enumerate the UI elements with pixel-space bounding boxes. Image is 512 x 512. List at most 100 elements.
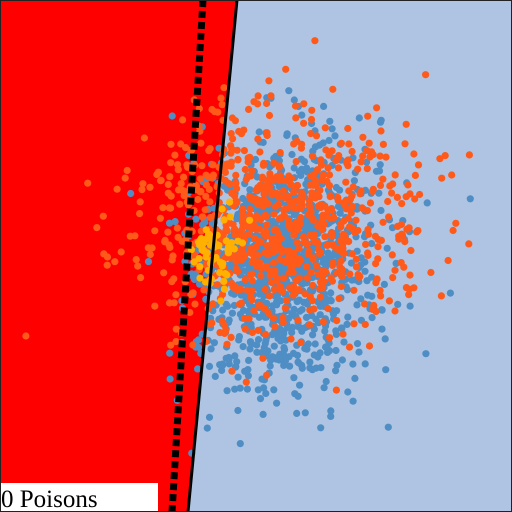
- data-point: [372, 307, 380, 316]
- data-point: [325, 182, 334, 190]
- data-point: [373, 275, 381, 283]
- data-point: [270, 386, 278, 394]
- data-point: [248, 167, 256, 175]
- data-point: [354, 165, 362, 173]
- data-point: [406, 302, 414, 310]
- data-point: [295, 204, 303, 212]
- data-point: [253, 341, 261, 349]
- data-point: [324, 249, 332, 257]
- data-point: [326, 117, 334, 125]
- data-point: [309, 181, 317, 189]
- data-point: [343, 320, 351, 328]
- data-point: [317, 203, 325, 212]
- data-point: [349, 183, 357, 191]
- data-point: [388, 251, 396, 259]
- data-point: [255, 237, 263, 245]
- data-point: [227, 333, 235, 341]
- data-point: [228, 280, 236, 288]
- data-point: [311, 340, 319, 348]
- data-point: [214, 108, 222, 116]
- data-point: [196, 263, 204, 271]
- data-point: [230, 226, 239, 234]
- data-point: [286, 362, 294, 370]
- data-point: [341, 232, 349, 240]
- data-point: [280, 247, 288, 255]
- data-point: [280, 193, 288, 202]
- data-point: [256, 148, 264, 156]
- data-point: [247, 338, 255, 347]
- data-point: [246, 186, 254, 194]
- data-point: [264, 200, 272, 208]
- data-point: [259, 410, 267, 418]
- data-point: [254, 92, 262, 100]
- data-point: [235, 336, 243, 344]
- data-point: [333, 361, 341, 369]
- data-point: [261, 330, 270, 338]
- data-point: [285, 172, 293, 180]
- data-point: [198, 213, 206, 221]
- data-point: [223, 340, 231, 348]
- data-point: [274, 353, 282, 361]
- data-point: [319, 171, 327, 179]
- data-point: [316, 311, 324, 319]
- data-point: [327, 289, 335, 297]
- data-point: [240, 252, 249, 260]
- data-point: [318, 216, 326, 224]
- data-point: [405, 291, 413, 299]
- data-point: [245, 105, 253, 113]
- data-point: [197, 139, 205, 147]
- data-point: [407, 246, 415, 255]
- data-point: [446, 289, 454, 297]
- data-point: [201, 206, 209, 214]
- data-point: [127, 189, 135, 198]
- data-point: [168, 112, 176, 120]
- data-point: [146, 183, 154, 191]
- data-point: [300, 298, 308, 306]
- data-point: [283, 130, 291, 138]
- data-point: [206, 320, 214, 328]
- data-point: [289, 268, 297, 276]
- data-point: [288, 328, 296, 337]
- data-point: [333, 317, 341, 325]
- data-point: [328, 277, 336, 285]
- data-point: [196, 175, 204, 183]
- data-point: [117, 248, 125, 256]
- data-point: [136, 198, 144, 206]
- data-point: [279, 319, 287, 327]
- data-point: [289, 249, 298, 257]
- data-point: [353, 301, 361, 309]
- data-point: [307, 207, 315, 215]
- data-point: [376, 161, 384, 169]
- data-point: [219, 259, 227, 268]
- data-point: [245, 230, 253, 238]
- data-point: [223, 387, 231, 395]
- data-point: [321, 233, 329, 241]
- data-point: [336, 262, 344, 271]
- data-point: [300, 119, 308, 127]
- data-point: [248, 328, 256, 337]
- data-point: [347, 259, 355, 267]
- data-point: [332, 386, 340, 394]
- data-point: [364, 226, 372, 234]
- data-point: [331, 132, 339, 140]
- data-point: [273, 399, 281, 407]
- data-point: [337, 223, 345, 231]
- data-point: [228, 189, 236, 197]
- data-point: [205, 362, 214, 370]
- data-point: [371, 232, 379, 240]
- data-point: [227, 142, 235, 150]
- data-point: [339, 330, 347, 338]
- data-point: [176, 200, 184, 208]
- data-point: [401, 140, 409, 148]
- data-point: [345, 223, 354, 231]
- data-point: [265, 292, 274, 300]
- data-point: [298, 361, 306, 369]
- data-point: [179, 173, 188, 181]
- data-point: [207, 345, 215, 353]
- red-region: [0, 0, 237, 512]
- data-point: [233, 215, 241, 223]
- data-point: [233, 185, 241, 193]
- data-point: [332, 157, 340, 165]
- data-point: [298, 111, 306, 119]
